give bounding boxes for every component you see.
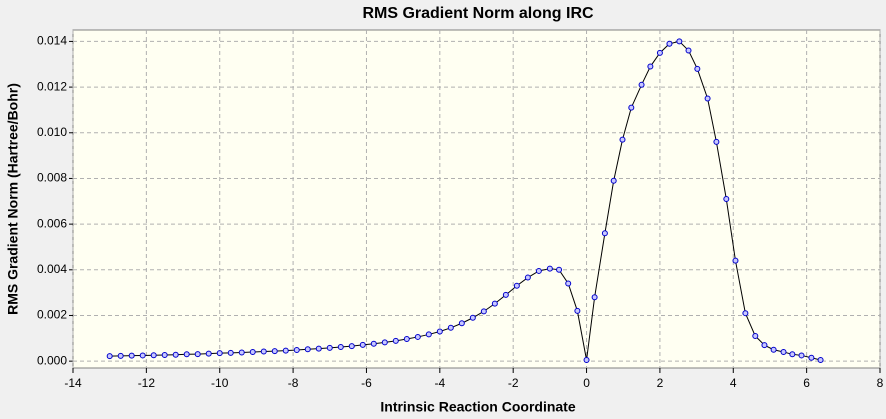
x-tick-label: -12 <box>138 376 156 390</box>
x-tick-label: 8 <box>877 376 884 390</box>
data-point <box>260 348 267 355</box>
data-point <box>414 333 421 340</box>
data-point <box>556 266 563 273</box>
data-point <box>139 352 146 359</box>
data-point <box>172 351 179 358</box>
data-point <box>392 337 399 344</box>
x-tick-label: -8 <box>288 376 299 390</box>
data-point <box>161 351 168 358</box>
data-point <box>403 335 410 342</box>
data-point <box>458 320 465 327</box>
data-point <box>205 350 212 357</box>
data-point <box>524 274 531 281</box>
chart-title: RMS Gradient Norm along IRC <box>362 5 594 22</box>
data-point <box>293 346 300 353</box>
data-point <box>238 349 245 356</box>
data-point <box>183 351 190 358</box>
data-point <box>638 81 645 88</box>
data-point <box>591 294 598 301</box>
data-point <box>359 341 366 348</box>
data-point <box>752 333 759 340</box>
data-point <box>491 300 498 307</box>
y-tick-label: 0.006 <box>37 216 67 230</box>
y-tick-label: 0.010 <box>37 125 67 139</box>
x-tick-label: 6 <box>803 376 810 390</box>
data-point <box>128 352 135 359</box>
data-point <box>798 352 805 359</box>
y-axis-label: RMS Gradient Norm (Hartree/Bohr) <box>5 83 21 315</box>
x-tick-label: 0 <box>583 376 590 390</box>
data-point <box>480 308 487 315</box>
data-point <box>770 346 777 353</box>
data-point <box>713 138 720 145</box>
y-tick-label: 0.012 <box>37 79 67 93</box>
data-point <box>601 230 608 237</box>
data-point <box>780 349 787 356</box>
data-point <box>304 346 311 353</box>
data-point <box>106 353 113 360</box>
data-point <box>469 314 476 321</box>
data-point <box>808 354 815 361</box>
data-point <box>628 104 635 111</box>
data-point <box>249 349 256 356</box>
data-point <box>271 348 278 355</box>
data-point <box>676 38 683 45</box>
x-tick-label: -10 <box>211 376 229 390</box>
x-tick-label: -6 <box>361 376 372 390</box>
data-point <box>227 349 234 356</box>
data-point <box>574 307 581 314</box>
data-point <box>502 291 509 298</box>
data-point <box>732 257 739 264</box>
data-point <box>381 339 388 346</box>
data-point <box>685 47 692 54</box>
data-point <box>647 63 654 70</box>
data-point <box>761 342 768 349</box>
data-point <box>583 357 590 364</box>
data-point <box>565 280 572 287</box>
data-point <box>694 65 701 72</box>
data-point <box>348 343 355 350</box>
plot-area <box>72 29 881 369</box>
data-line <box>109 40 821 361</box>
data-point <box>117 352 124 359</box>
x-tick-label: 4 <box>730 376 737 390</box>
data-point <box>326 344 333 351</box>
data-point <box>704 95 711 102</box>
data-point <box>817 357 824 364</box>
data-point <box>513 282 520 289</box>
data-point <box>656 49 663 56</box>
data-point <box>723 196 730 202</box>
data-point <box>436 328 443 335</box>
data-point <box>337 343 344 350</box>
data-point <box>150 352 157 359</box>
data-point <box>447 324 454 331</box>
data-point <box>610 177 617 184</box>
y-tick-label: 0.002 <box>37 308 67 322</box>
data-point <box>742 310 749 317</box>
y-tick-label: 0.004 <box>37 262 67 276</box>
y-tick-label: 0.008 <box>37 171 67 185</box>
data-point <box>789 351 796 358</box>
data-point <box>282 347 289 354</box>
x-tick-label: -4 <box>434 376 445 390</box>
data-point <box>194 351 201 358</box>
y-tick-label: 0.014 <box>37 34 67 48</box>
x-axis-label: Intrinsic Reaction Coordinate <box>380 399 575 415</box>
x-tick-label: -2 <box>508 376 519 390</box>
data-point <box>666 40 673 47</box>
y-tick-label: 0.000 <box>37 353 67 367</box>
data-point <box>370 340 377 347</box>
x-tick-label: -14 <box>64 376 82 390</box>
data-point <box>216 350 223 357</box>
x-tick-label: 2 <box>657 376 664 390</box>
data-point <box>546 265 553 272</box>
data-point <box>315 345 322 352</box>
data-point <box>619 136 626 143</box>
data-point <box>535 267 542 274</box>
data-point <box>425 331 432 338</box>
